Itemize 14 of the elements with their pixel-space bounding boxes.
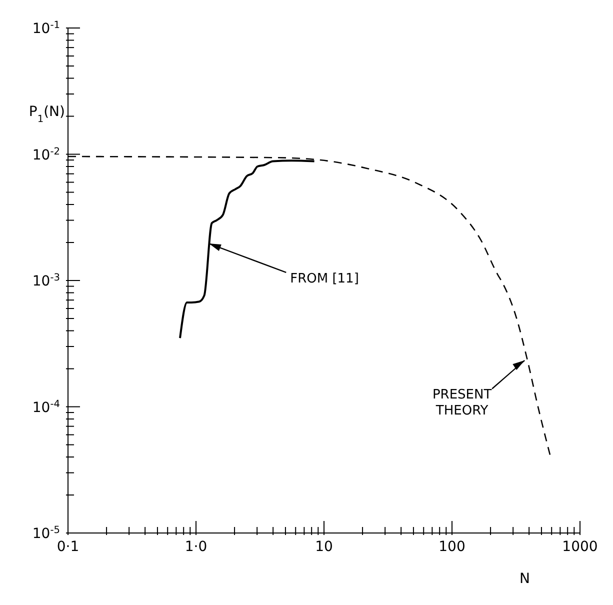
y-tick-label: 10$^{-5}$ — [32, 524, 60, 542]
annotation: PRESENT THEORY — [432, 388, 492, 419]
x-tick-label: 0·1 — [56, 539, 80, 555]
x-tick-label: 100 — [438, 539, 466, 555]
y-tick-label: 10$^{-2}$ — [32, 146, 60, 164]
x-axis-title: N — [520, 571, 530, 587]
y-axis-title: P$_{1}$(N) — [28, 104, 65, 124]
annotation: FROM [11] — [290, 271, 359, 286]
y-tick-label: 10$^{-3}$ — [32, 272, 60, 290]
x-tick-label: 1·0 — [184, 539, 208, 555]
y-tick-label: 10$^{-4}$ — [32, 398, 60, 416]
y-tick-label: 10$^{-1}$ — [32, 20, 60, 37]
x-tick-label: 10 — [315, 539, 333, 555]
x-tick-label: 1000 — [562, 539, 598, 555]
